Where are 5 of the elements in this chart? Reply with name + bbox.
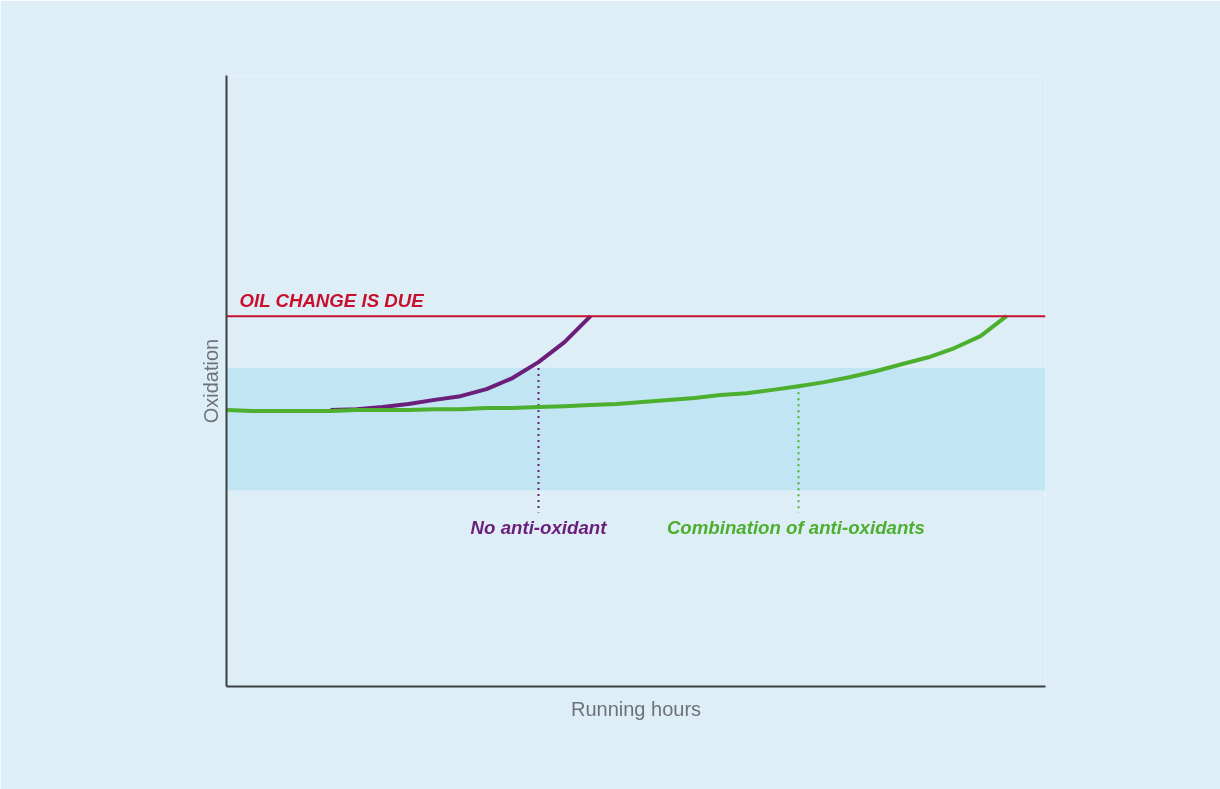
x-axis-title: Running hours (570, 697, 702, 720)
ref-line-label: OIL CHANGE IS DUE (239, 290, 425, 312)
text: No anti-oxidant (470, 517, 608, 539)
y-axis-title: Oxidation (199, 338, 222, 424)
text: Combination of anti-oxidants (666, 517, 925, 539)
